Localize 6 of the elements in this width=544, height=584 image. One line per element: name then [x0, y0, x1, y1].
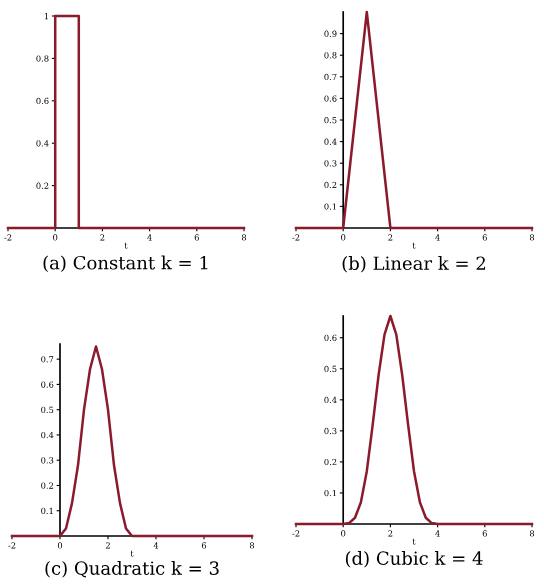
text: (d) Cubic k = 4 [345, 551, 483, 568]
line-series [10, 345, 254, 538]
line-series [294, 314, 534, 526]
text: (a) Constant k = 1 [43, 255, 208, 273]
text: (c) Quadratic k = 3 [45, 560, 219, 578]
text: (b) Linear k = 2 [342, 256, 486, 273]
